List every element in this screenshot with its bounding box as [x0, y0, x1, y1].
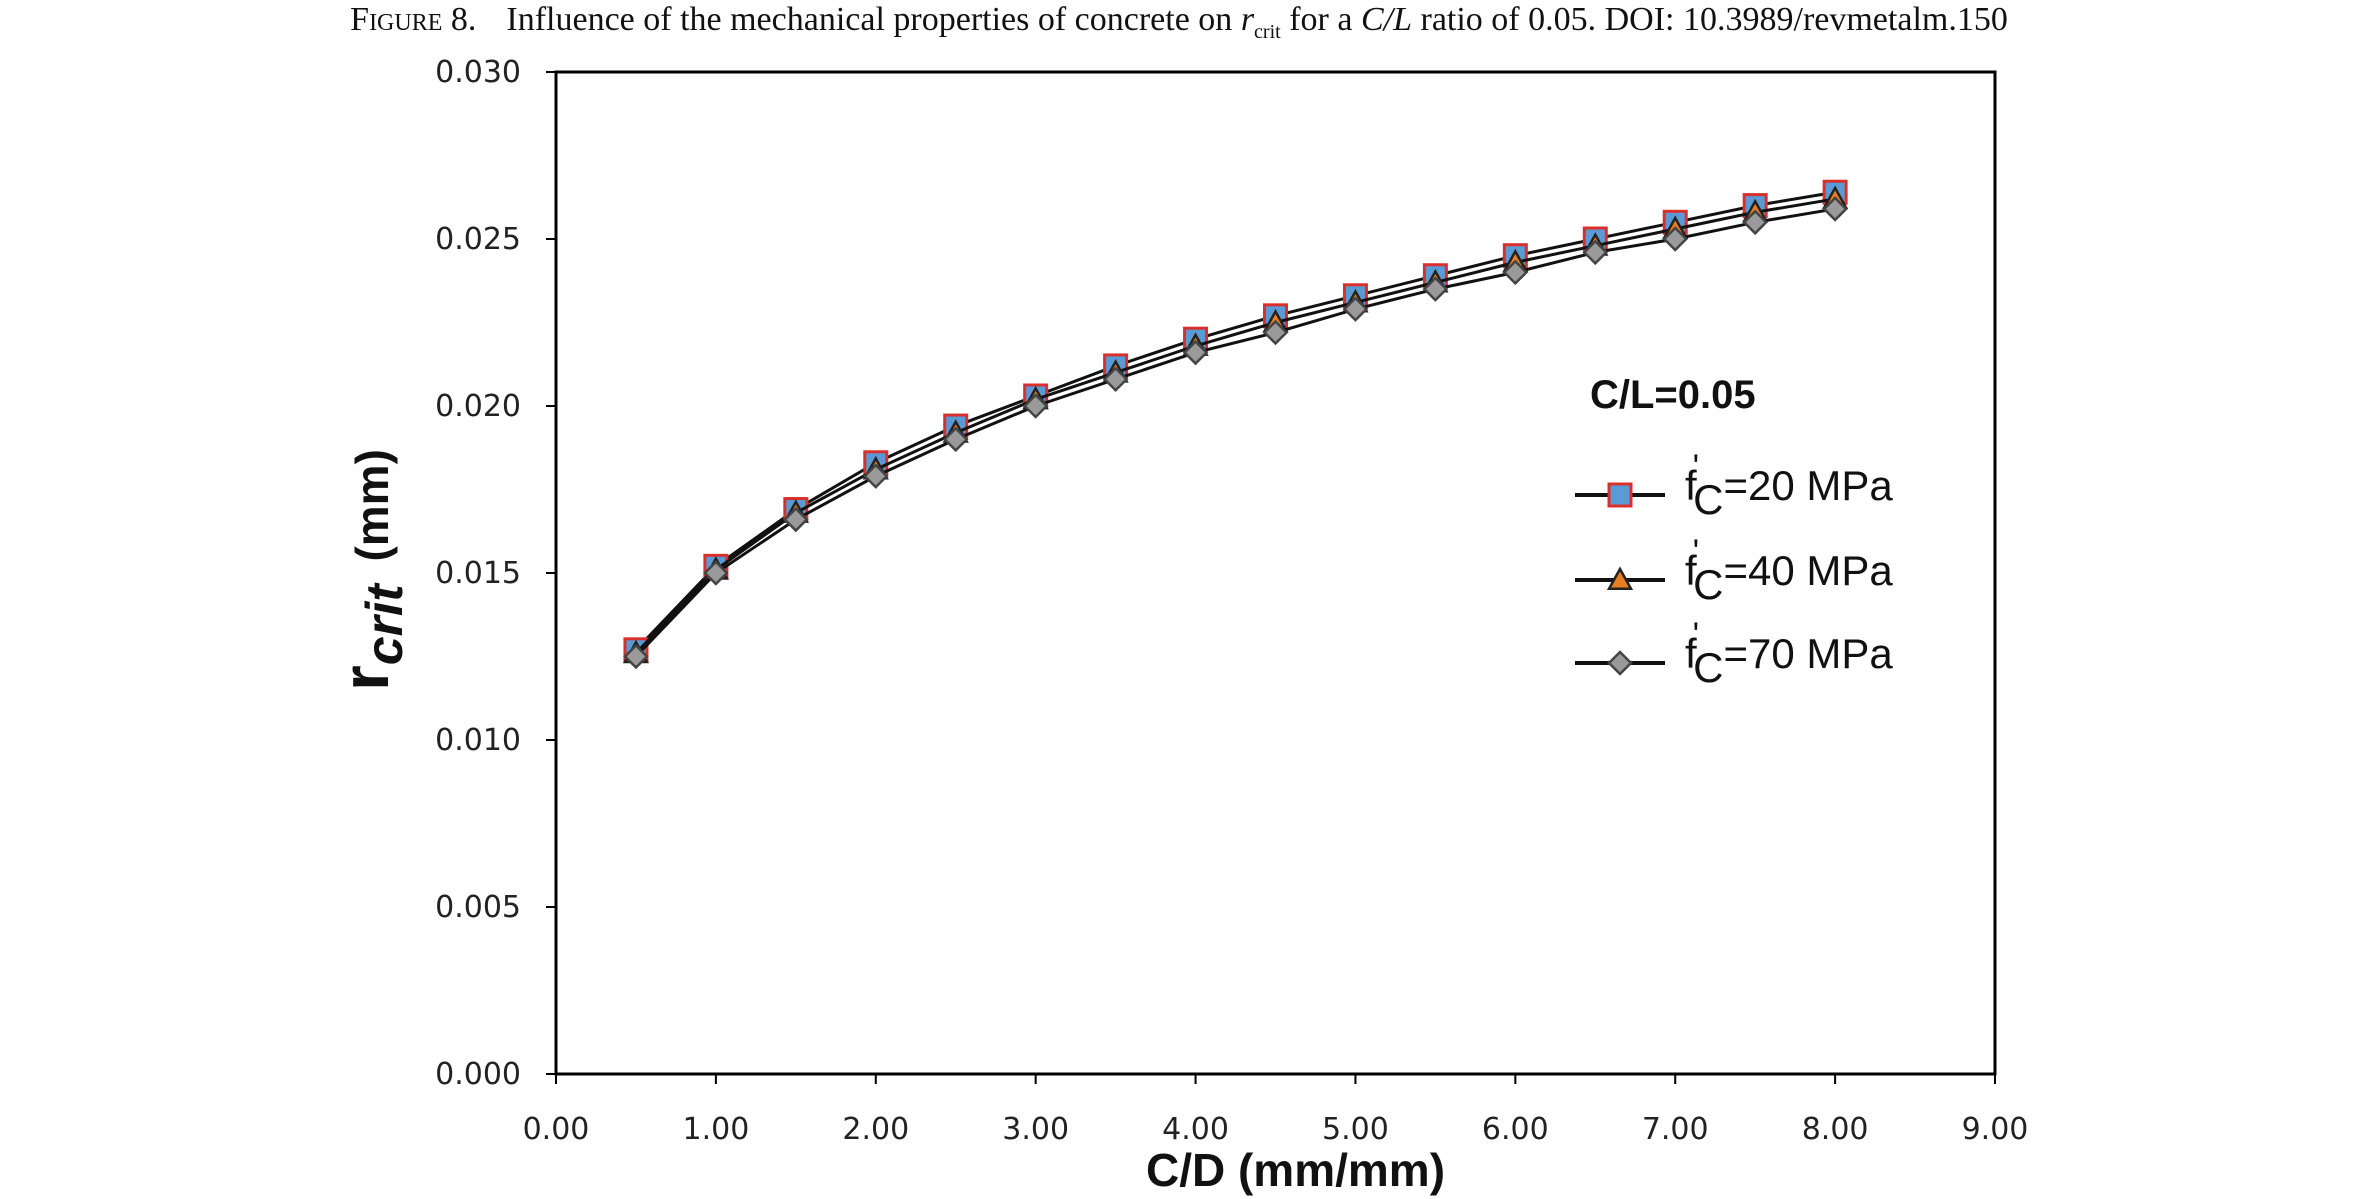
data-point — [1182, 339, 1209, 366]
legend-label-pre: f — [1685, 462, 1697, 509]
x-tick-label: 7.00 — [1642, 1112, 1709, 1147]
series-line — [634, 207, 1836, 658]
series-2 — [622, 185, 1849, 664]
legend-label: f' C=40 MPa — [1685, 533, 1893, 608]
data-point — [1822, 196, 1848, 222]
legend-item: f' C=40 MPa — [1575, 533, 1893, 608]
y-tick-label: 0.015 — [435, 556, 521, 591]
caption-text-mid: for a — [1280, 1, 1361, 38]
caption-ratio: C/L — [1360, 1, 1412, 38]
series-line — [634, 190, 1836, 651]
data-point — [1662, 226, 1688, 252]
legend-label-prime: ' — [1693, 448, 1700, 486]
x-tick-label: 0.00 — [523, 1112, 590, 1147]
y-axis-title-unit: (mm) — [346, 449, 398, 574]
chart-series — [622, 179, 1849, 670]
data-point — [1022, 393, 1049, 419]
data-point — [1342, 296, 1369, 322]
data-point — [783, 506, 809, 533]
legend-item: f' C=70 MPa — [1575, 616, 1893, 691]
y-tick-label: 0.020 — [435, 389, 521, 424]
x-tick-label: 9.00 — [1962, 1112, 2029, 1147]
y-axis-title-sub: crit — [356, 582, 414, 666]
y-axis-title: rcrit (mm) — [328, 449, 414, 691]
data-point — [1502, 259, 1529, 286]
legend-label: f' C=20 MPa — [1685, 448, 1893, 523]
legend-title: C/L=0.05 — [1590, 373, 1756, 417]
legend-label-sub: C — [1693, 561, 1723, 608]
caption-text-before: Influence of the mechanical properties o… — [506, 1, 1241, 38]
data-point — [1262, 319, 1289, 346]
series-3 — [623, 196, 1848, 670]
x-tick-label: 3.00 — [1002, 1112, 1069, 1147]
y-tick-label: 0.005 — [435, 890, 521, 925]
data-point — [623, 643, 649, 670]
legend-label-post: =40 MPa — [1724, 547, 1894, 594]
y-axis-title-main: r — [328, 665, 402, 691]
y-tick-label: 0.025 — [435, 222, 521, 257]
x-tick-label: 8.00 — [1802, 1112, 1869, 1147]
legend-label-post: =70 MPa — [1724, 630, 1894, 677]
legend-label-prime: ' — [1693, 533, 1700, 571]
series-1 — [623, 179, 1848, 663]
data-point — [863, 463, 889, 489]
legend-label-pre: f — [1685, 630, 1697, 677]
legend-marker — [1607, 482, 1633, 508]
caption-var-sub: crit — [1254, 20, 1281, 43]
legend-marker — [1607, 650, 1633, 676]
data-point — [703, 560, 729, 586]
y-tick-label: 0.030 — [435, 55, 521, 90]
x-tick-label: 4.00 — [1162, 1112, 1229, 1147]
x-tick-label: 5.00 — [1322, 1112, 1389, 1147]
data-point — [1102, 366, 1129, 393]
x-tick-label: 2.00 — [842, 1112, 909, 1147]
data-point — [1422, 276, 1449, 302]
series-line — [634, 197, 1836, 655]
legend-marker — [1606, 566, 1634, 591]
y-tick-label: 0.000 — [435, 1057, 521, 1092]
axis-titles: C/D (mm/mm) rcrit (mm) — [328, 449, 1445, 1196]
x-axis-title: C/D (mm/mm) — [1146, 1144, 1445, 1196]
x-tick-label: 1.00 — [682, 1112, 749, 1147]
data-point — [942, 426, 969, 453]
legend-label-pre: f — [1685, 547, 1697, 594]
legend-label: f' C=70 MPa — [1685, 616, 1893, 691]
legend-label-sub: C — [1693, 644, 1723, 691]
x-tick-label: 6.00 — [1482, 1112, 1549, 1147]
legend-label-post: =20 MPa — [1724, 462, 1894, 509]
legend-label-prime: ' — [1693, 616, 1700, 654]
figure-label: Figure 8. — [350, 1, 477, 38]
caption-text-after: ratio of 0.05. DOI: 10.3989/revmetalm.15… — [1412, 1, 2008, 38]
legend-label-sub: C — [1693, 476, 1723, 523]
legend-item: f' C=20 MPa — [1575, 448, 1893, 523]
data-point — [1742, 209, 1768, 236]
caption-var: r — [1240, 1, 1255, 38]
chart-axes: 0.00 1.00 2.00 3.00 4.00 5.00 6.00 7.00 8.00 9.00… — [435, 55, 2028, 1147]
figure-caption: Figure 8. Influence of the mechanical pro… — [0, 0, 2358, 48]
y-tick-label: 0.010 — [435, 723, 521, 758]
data-point — [1582, 239, 1609, 266]
